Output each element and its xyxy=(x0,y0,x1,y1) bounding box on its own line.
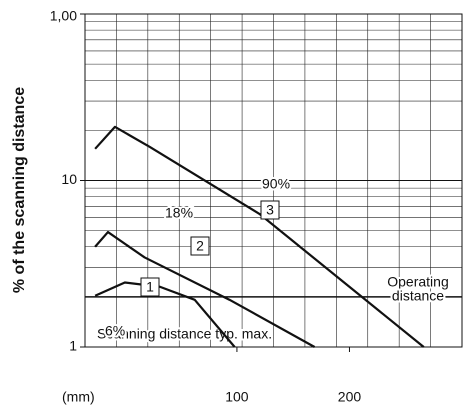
curve xyxy=(94,230,316,348)
series-box xyxy=(140,277,160,297)
y-tick-label: 1 xyxy=(69,338,77,354)
curve xyxy=(94,281,236,348)
operating-label: Operating xyxy=(387,274,448,290)
y-tick-label: 1,00 xyxy=(50,8,77,24)
curve xyxy=(94,125,425,348)
y-tick-label: 10 xyxy=(61,171,77,187)
series-box xyxy=(260,200,280,220)
series-percent: 6% xyxy=(105,323,125,339)
series-percent: 90% xyxy=(262,176,290,192)
annotation: Scanning distance typ. max. xyxy=(97,326,272,342)
x-tick-label: 100 xyxy=(225,389,249,405)
series-name: 2 xyxy=(196,238,204,254)
series-name: 1 xyxy=(146,279,154,295)
x-tick-label: 200 xyxy=(338,389,362,405)
series-percent: 18% xyxy=(165,205,193,221)
operating-label: distance xyxy=(392,288,444,304)
y-axis-label: % of the scanning distance xyxy=(11,87,28,293)
series-name: 3 xyxy=(266,202,274,218)
series-box xyxy=(190,236,210,256)
x-axis-label: (mm) xyxy=(62,389,95,405)
